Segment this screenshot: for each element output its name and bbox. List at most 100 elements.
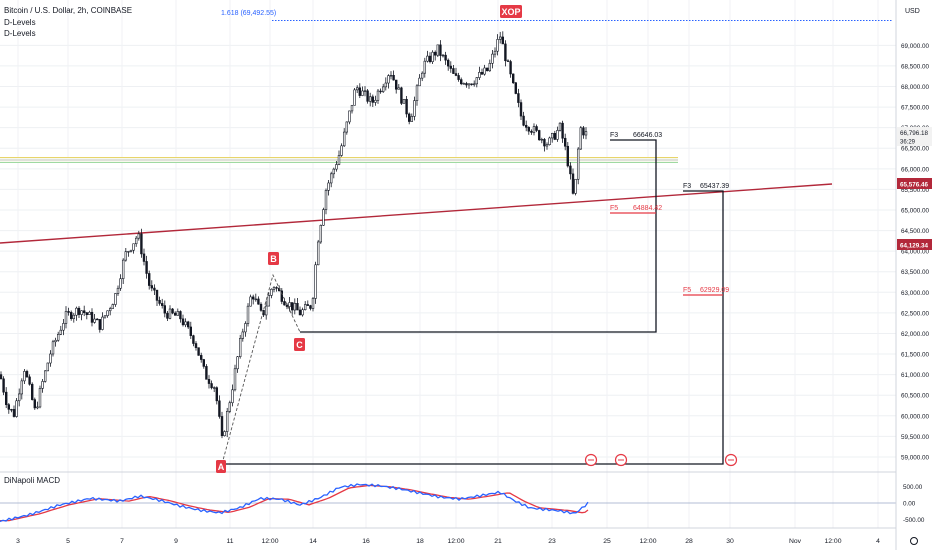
level-tag: F5 [683,287,691,294]
candle-body [194,343,198,348]
candle-body [340,145,343,156]
candle-body [379,90,382,93]
candle-body [348,110,351,123]
time-tick-label: 7 [120,538,124,545]
candle-body [426,55,429,62]
candle-body [322,209,325,226]
price-tick-label: 60,500.00 [901,393,930,400]
candle-body [545,144,549,147]
harmonic-pattern[interactable]: XOP B C A [216,5,522,473]
candle-body [51,341,55,355]
candle-body [462,83,465,85]
candle-body [127,251,130,253]
candle-body [355,87,359,91]
pattern-label-box[interactable] [294,338,305,351]
price-tick-label: 59,500.00 [901,434,930,441]
level-value: 65437.39 [700,183,729,190]
projection-box-2[interactable] [222,190,724,465]
candle-body [459,79,463,85]
candle-body [571,173,575,194]
indicator-d-levels-2[interactable]: D-Levels [4,29,36,38]
candle-body [361,90,364,96]
fib-extension[interactable]: 1.618 (69,492.55) [221,10,893,21]
pattern-label-box[interactable] [268,252,279,265]
candle-body [249,296,252,307]
candle-body [114,293,117,305]
candle-body [153,287,156,291]
candle-body [522,115,525,126]
price-tick-label: 61,000.00 [901,372,930,379]
trend-price-value: 65,576.46 [900,181,929,188]
symbol-title[interactable]: Bitcoin / U.S. Dollar, 2h, COINBASE [4,6,133,15]
candle-body [59,329,63,335]
candle-body [241,331,244,339]
candle-body [407,113,411,122]
candle-body [197,347,200,356]
candle-body [135,237,138,245]
candle-body [116,287,120,294]
price-tick-label: 64,500.00 [901,228,930,235]
candle-body [511,73,515,84]
candle-body [280,290,283,302]
candle-body [62,323,65,331]
candle-body [226,411,229,432]
candle-body [298,309,302,316]
price-axis[interactable]: USD 69,000.00 68,500.00 68,000.00 67,500.00 6… [895,0,932,550]
price-tick-label: 68,000.00 [901,84,930,91]
indicator-d-levels-1[interactable]: D-Levels [4,17,36,27]
pattern-label-box[interactable] [500,5,522,18]
candle-body [446,59,450,67]
time-axis[interactable]: 3 5 7 9 11 12:00 14 16 18 12:00 21 23 25 12:00 28 30 Nov… [16,537,918,546]
trendline-segment[interactable] [0,183,833,244]
candle-body [290,302,294,311]
time-tick-label: 12:00 [447,538,464,545]
candle-body [472,83,476,86]
pattern-label-box[interactable] [216,460,226,473]
candle-body [12,409,16,417]
projection-boxes[interactable]: F3 66646.03 F5 64884.42 F3 65437.39 F5 62929.09 [222,132,738,467]
candle-body [402,98,406,104]
candle-body [220,416,224,437]
projection-box-1[interactable] [300,139,657,333]
gear-icon[interactable] [910,537,918,545]
candle-body [389,74,393,77]
candle-body [410,116,413,122]
candle-body [296,303,299,311]
candle-body [517,93,520,103]
candle-body [218,400,221,417]
candle-body [387,75,390,84]
time-tick-label: 25 [603,538,611,545]
candle-body [28,376,31,385]
candle-body [155,289,159,301]
candle-body [548,137,551,146]
candle-body [67,311,70,313]
candle-body [465,83,468,86]
candle-body [140,233,143,255]
candle-body [457,75,460,80]
candle-body [83,310,86,313]
macd-title[interactable]: DiNapoli MACD [4,476,61,485]
candle-body [7,404,11,410]
candle-body [75,307,78,316]
trendline[interactable] [0,183,833,244]
candle-body [10,409,13,411]
currency-label[interactable]: USD [905,8,920,15]
candle-body [514,82,518,94]
candle-body [103,315,107,318]
candle-body [319,225,322,243]
level-value: 64884.42 [633,205,662,212]
candle-body [493,50,497,55]
candle-body [392,74,395,81]
candle-body [342,131,346,147]
pattern-label: A [218,462,225,472]
candle-body [80,310,83,315]
chart-legend: Bitcoin / U.S. Dollar, 2h, COINBASE D-Le… [4,5,132,40]
time-tick-label: 21 [494,538,502,545]
candle-body [36,406,39,409]
candle-body [439,44,442,56]
candle-body [166,312,169,319]
candle-body [49,353,52,364]
candle-body [15,400,18,417]
candle-body [519,102,523,117]
